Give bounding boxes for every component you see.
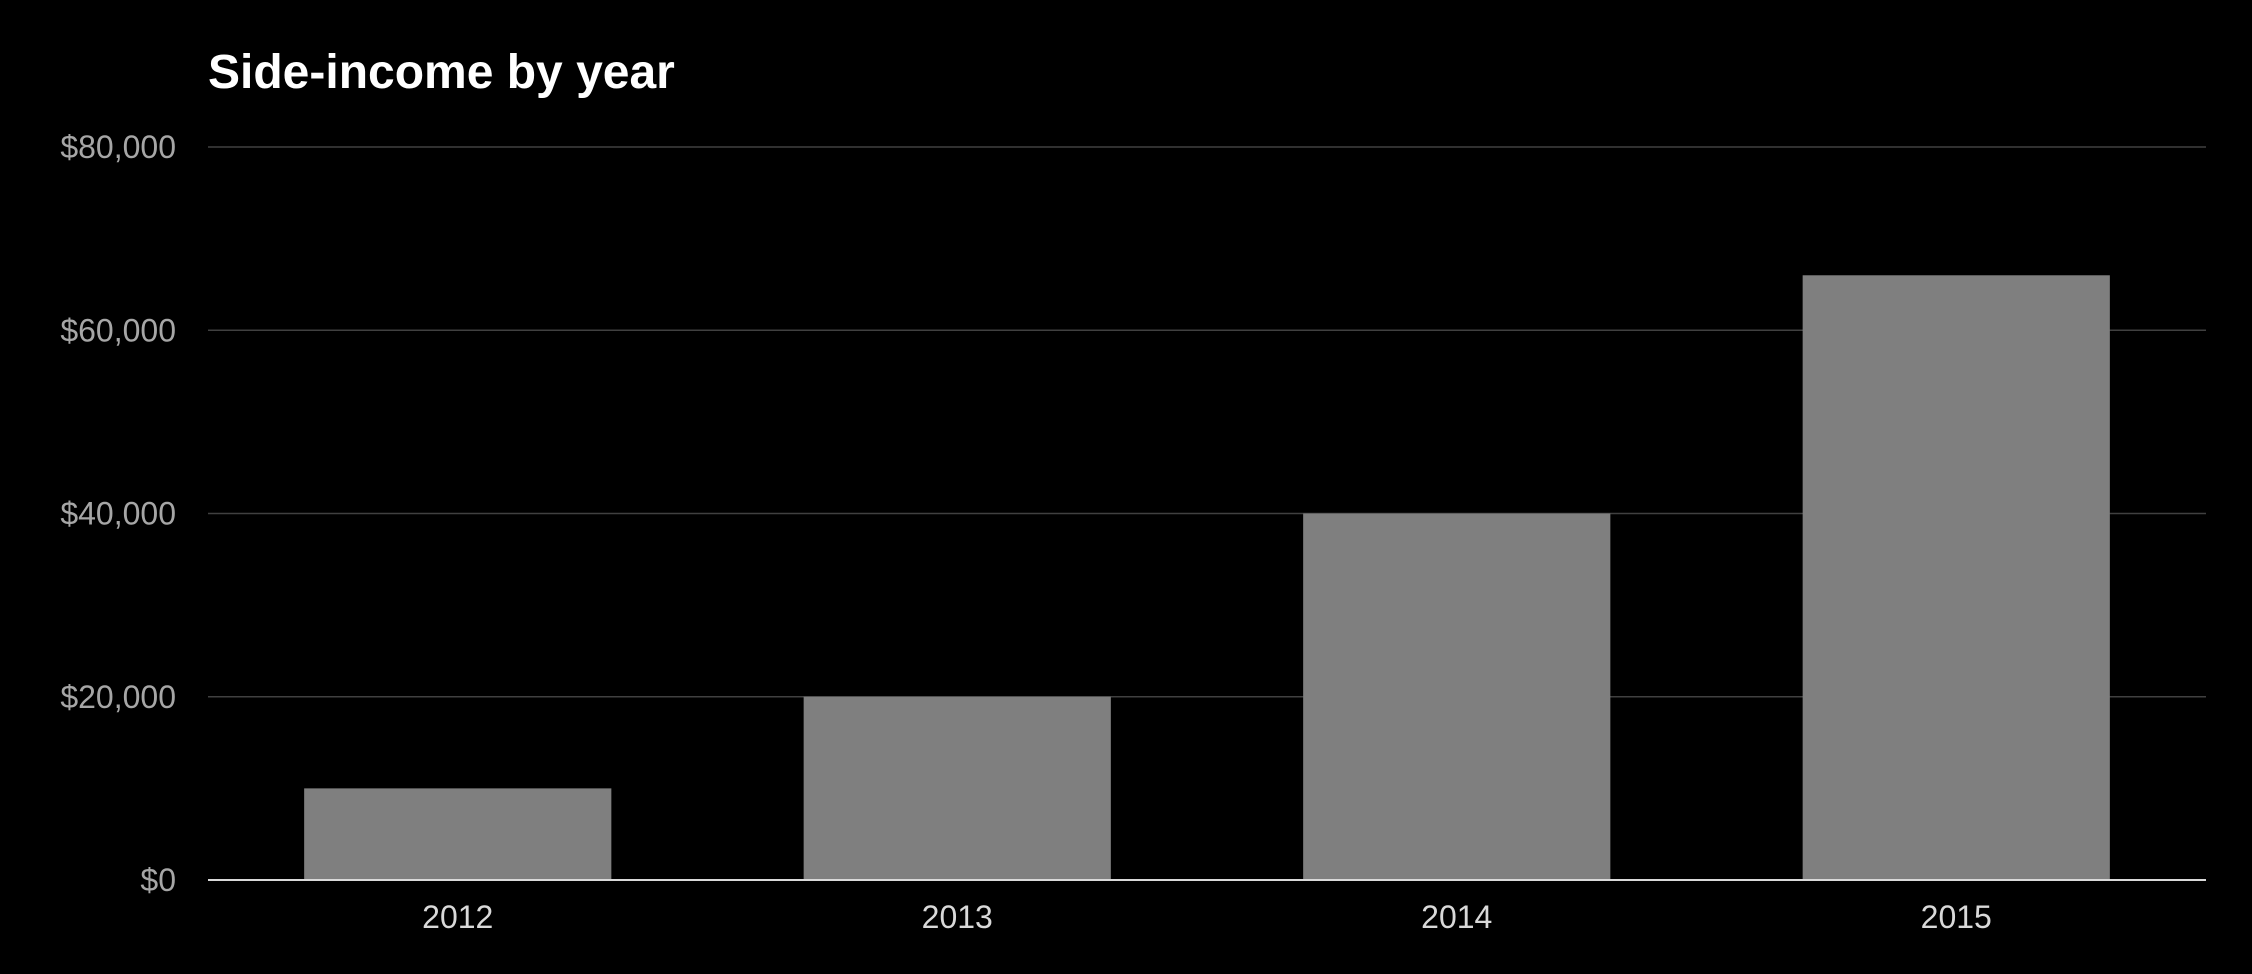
bar-2012 — [304, 788, 612, 880]
x-axis-tick-labels: 2012 2013 2014 2015 — [422, 899, 1992, 935]
bar-2013 — [803, 696, 1111, 880]
x-tick-label: 2015 — [1921, 899, 1992, 935]
chart-title: Side-income by year — [208, 46, 675, 99]
y-tick-label: $20,000 — [60, 679, 176, 715]
y-tick-label: $0 — [140, 862, 176, 898]
y-axis-tick-labels: $0 $20,000 $40,000 $60,000 $80,000 — [60, 129, 176, 898]
x-tick-label: 2012 — [422, 899, 493, 935]
bar-2015 — [1802, 275, 2110, 880]
y-tick-label: $60,000 — [60, 312, 176, 348]
bar-2014 — [1303, 513, 1611, 880]
bars — [304, 275, 2110, 880]
y-tick-label: $40,000 — [60, 496, 176, 532]
y-tick-label: $80,000 — [60, 129, 176, 165]
x-tick-label: 2013 — [922, 899, 993, 935]
x-tick-label: 2014 — [1421, 899, 1492, 935]
